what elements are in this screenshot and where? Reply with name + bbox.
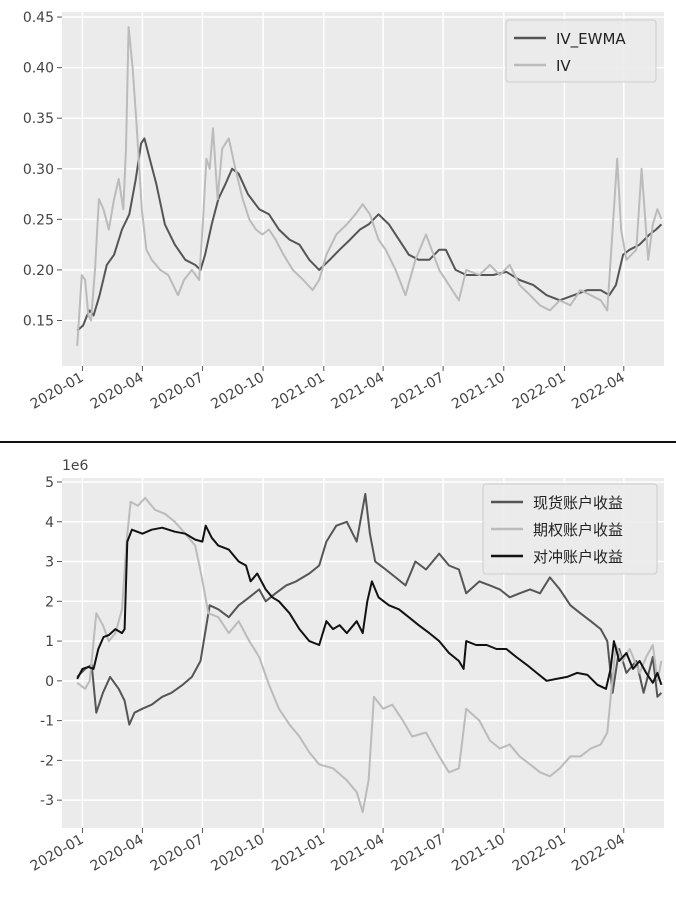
pnl-x-ticks: 2020-01 2020-04 2020-07 2020-10 2021-01 2021-… [28,828,628,875]
iv-y-ticks: 0.15 0.20 0.25 0.30 0.35 0.40 0.45 [23,10,62,329]
iv-y-tick-label: 0.30 [23,162,54,178]
pnl-y-tick-label: 4 [45,515,54,531]
pnl-x-tick-label: 2021-04 [328,832,387,875]
iv-series-layer [76,26,663,346]
iv-x-tick-label: 2020-10 [208,370,267,413]
iv-legend: IV_EWMA IV [505,19,657,83]
iv-legend-label-0: IV_EWMA [556,30,626,49]
pnl-series-layer [76,492,663,814]
pnl-axis-offset-label: 1e6 [62,458,89,474]
iv-x-tick-label: 2021-07 [388,370,447,413]
pnl-legend-label-1: 期权账户收益 [533,521,623,539]
iv-x-tick-label: 2020-01 [28,370,87,413]
pnl-series-line-1 [76,496,663,814]
pnl-x-tick-label: 2020-10 [208,832,267,875]
pnl-y-ticks: -3 -2 -1 0 1 2 3 4 5 [40,475,62,809]
pnl-x-tick-label: 2021-10 [449,832,508,875]
pnl-x-tick-label: 2022-01 [510,832,569,875]
iv-x-ticks: 2020-01 2020-04 2020-07 2020-10 2021-01 2021-… [28,366,628,413]
iv-y-tick-label: 0.35 [23,111,54,127]
pnl-y-tick-label: 0 [45,674,54,690]
pnl-x-tick-label: 2021-01 [269,832,328,875]
iv-y-tick-label: 0.25 [23,212,54,228]
pnl-y-tick-label: 1 [45,634,54,650]
pnl-series-line-0 [76,492,663,726]
iv-x-tick-label: 2022-01 [510,370,569,413]
iv-legend-box [505,19,657,83]
pnl-y-tick-label: -2 [40,753,54,769]
pnl-series-line-2 [76,524,663,690]
pnl-legend-box [482,483,658,575]
iv-legend-label-1: IV [556,57,571,75]
iv-y-tick-label: 0.45 [23,10,54,26]
iv-x-tick-label: 2021-01 [269,370,328,413]
pnl-x-tick-label: 2020-04 [88,832,147,875]
iv-series-line-1 [76,26,663,346]
pnl-y-tick-label: -1 [40,714,54,730]
iv-y-tick-label: 0.15 [23,313,54,329]
iv-x-tick-label: 2021-04 [328,370,387,413]
pnl-x-tick-label: 2022-04 [569,832,628,875]
iv-x-tick-label: 2021-10 [449,370,508,413]
pnl-x-tick-label: 2020-01 [28,832,87,875]
pnl-x-tick-label: 2021-07 [388,832,447,875]
pnl-y-tick-label: 2 [45,594,54,610]
iv-x-tick-label: 2020-07 [148,370,207,413]
pnl-x-tick-label: 2020-07 [148,832,207,875]
iv-y-tick-label: 0.20 [23,263,54,279]
iv-x-tick-label: 2020-04 [88,370,147,413]
iv-x-tick-label: 2022-04 [569,370,628,413]
iv-grid [62,12,664,366]
pnl-legend-label-2: 对冲账户收益 [533,548,623,566]
pnl-y-tick-label: 5 [45,475,54,491]
iv-y-tick-label: 0.40 [23,61,54,77]
pnl-y-tick-label: 3 [45,555,54,571]
iv-chart: 0.150.200.250.300.350.400.45 2020-01 2020… [23,10,664,413]
pnl-y-tick-label: -3 [40,793,54,809]
pnl-legend-label-0: 现货账户收益 [533,494,623,512]
